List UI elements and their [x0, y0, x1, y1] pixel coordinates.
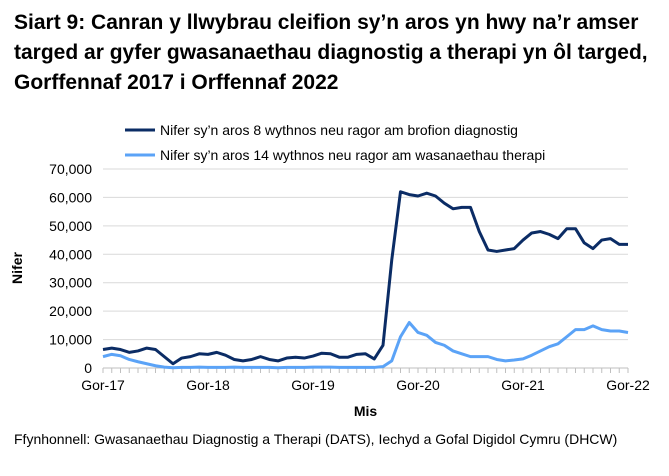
legend-label: Nifer sy’n aros 8 wythnos neu ragor am b… [160, 122, 518, 138]
source-note: Ffynhonnell: Gwasanaethau Diagnostig a T… [14, 431, 618, 447]
y-tick-label: 10,000 [49, 332, 92, 348]
x-tick-label: Gor-18 [186, 377, 230, 393]
chart-title: Siart 9: Canran y llwybrau cleifion sy’n… [14, 11, 648, 94]
y-tick-label: 50,000 [49, 218, 92, 234]
x-tick-label: Gor-21 [501, 377, 545, 393]
y-tick-label: 30,000 [49, 275, 92, 291]
series-line [102, 321, 629, 370]
x-tick-label: Gor-20 [396, 377, 440, 393]
y-tick-label: 40,000 [49, 246, 92, 262]
x-tick-label: Gor-22 [606, 377, 650, 393]
y-tick-label: 0 [84, 360, 92, 376]
legend-label: Nifer sy’n aros 14 wythnos neu ragor am … [160, 147, 545, 163]
y-axis-label: Nifer [9, 252, 25, 284]
y-tick-label: 60,000 [49, 189, 92, 205]
x-axis-label: Mis [354, 403, 378, 419]
y-tick-label: 20,000 [49, 303, 92, 319]
y-tick-label: 70,000 [49, 161, 92, 177]
x-tick-label: Gor-17 [81, 377, 125, 393]
x-tick-label: Gor-19 [291, 377, 335, 393]
series-line [102, 190, 628, 366]
